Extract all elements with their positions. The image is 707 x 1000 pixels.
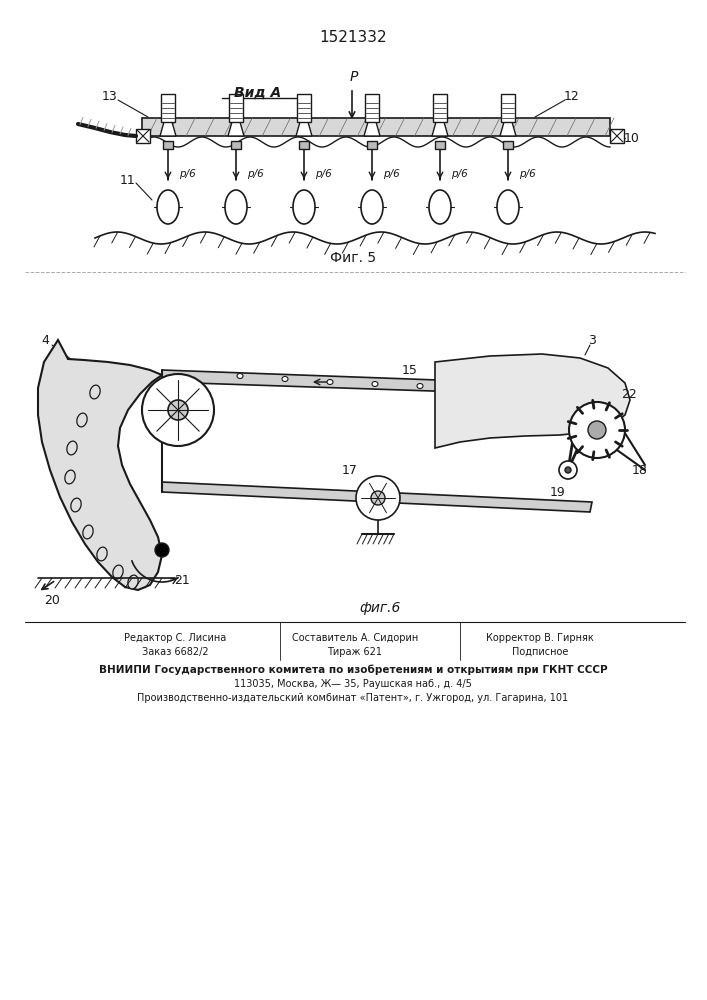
Text: Корректор В. Гирняк: Корректор В. Гирняк	[486, 633, 594, 643]
Ellipse shape	[83, 525, 93, 539]
Text: ВНИИПИ Государственного комитета по изобретениям и открытиям при ГКНТ СССР: ВНИИПИ Государственного комитета по изоб…	[99, 665, 607, 675]
Bar	[299, 141, 309, 149]
Bar	[161, 94, 175, 122]
Circle shape	[371, 491, 385, 505]
Ellipse shape	[65, 470, 75, 484]
Bar	[136, 129, 150, 143]
Ellipse shape	[497, 190, 519, 224]
Ellipse shape	[417, 383, 423, 388]
Polygon shape	[162, 370, 582, 396]
Text: 19: 19	[550, 486, 566, 498]
Ellipse shape	[429, 190, 451, 224]
Text: p/6: p/6	[383, 169, 399, 179]
Text: 10: 10	[624, 131, 640, 144]
Polygon shape	[160, 122, 176, 136]
Circle shape	[155, 543, 169, 557]
Ellipse shape	[77, 413, 87, 427]
Polygon shape	[435, 354, 630, 448]
Text: 16: 16	[382, 502, 398, 514]
Ellipse shape	[237, 373, 243, 378]
Polygon shape	[38, 340, 162, 590]
Bar	[142, 118, 610, 136]
Circle shape	[356, 476, 400, 520]
Bar	[229, 94, 243, 122]
Text: Составитель А. Сидорин: Составитель А. Сидорин	[292, 633, 418, 643]
Text: Редактор С. Лисина: Редактор С. Лисина	[124, 633, 226, 643]
Bar	[610, 129, 624, 143]
Polygon shape	[432, 122, 448, 136]
Text: Заказ 6682/2: Заказ 6682/2	[141, 647, 209, 657]
Polygon shape	[364, 122, 380, 136]
Ellipse shape	[67, 441, 77, 455]
Bar	[501, 94, 515, 122]
Bar	[365, 94, 379, 122]
Text: 12: 12	[564, 91, 580, 104]
Text: 15: 15	[402, 363, 418, 376]
Text: P: P	[350, 70, 358, 84]
Text: 17: 17	[342, 464, 358, 477]
Text: p/6: p/6	[315, 169, 332, 179]
Text: 20: 20	[44, 593, 60, 606]
Ellipse shape	[90, 385, 100, 399]
Text: Вид A: Вид A	[235, 86, 281, 100]
Text: Подписное: Подписное	[512, 647, 568, 657]
Bar	[433, 94, 447, 122]
Polygon shape	[500, 122, 516, 136]
Ellipse shape	[372, 381, 378, 386]
Text: 13: 13	[102, 91, 118, 104]
Ellipse shape	[282, 376, 288, 381]
Circle shape	[559, 461, 577, 479]
Text: Фиг. 5: Фиг. 5	[330, 251, 376, 265]
Text: 1521332: 1521332	[319, 30, 387, 45]
Text: 11: 11	[120, 174, 136, 186]
Text: 18: 18	[632, 464, 648, 477]
Bar	[297, 94, 311, 122]
Text: фиг.6: фиг.6	[359, 601, 401, 615]
Text: 113035, Москва, Ж— 35, Раушская наб., д. 4/5: 113035, Москва, Ж— 35, Раушская наб., д.…	[234, 679, 472, 689]
Bar	[503, 141, 513, 149]
Text: 4: 4	[41, 334, 49, 347]
Text: 3: 3	[588, 334, 596, 347]
Text: 22: 22	[621, 388, 637, 401]
Polygon shape	[296, 122, 312, 136]
Text: 21: 21	[174, 574, 190, 586]
Bar	[163, 141, 173, 149]
Polygon shape	[162, 482, 592, 512]
Polygon shape	[228, 122, 244, 136]
Circle shape	[588, 421, 606, 439]
Bar	[367, 141, 377, 149]
Circle shape	[142, 374, 214, 446]
Text: Производственно-издательский комбинат «Патент», г. Ужгород, ул. Гагарина, 101: Производственно-издательский комбинат «П…	[137, 693, 568, 703]
Ellipse shape	[71, 498, 81, 512]
Text: p/6: p/6	[451, 169, 468, 179]
Text: p/6: p/6	[247, 169, 264, 179]
Ellipse shape	[97, 547, 107, 561]
Ellipse shape	[361, 190, 383, 224]
Ellipse shape	[225, 190, 247, 224]
Circle shape	[168, 400, 188, 420]
Bar	[435, 141, 445, 149]
Text: p/6: p/6	[179, 169, 196, 179]
Ellipse shape	[327, 379, 333, 384]
Ellipse shape	[128, 575, 138, 589]
Bar	[231, 141, 241, 149]
Ellipse shape	[113, 565, 123, 579]
Text: p/6: p/6	[519, 169, 536, 179]
Ellipse shape	[157, 190, 179, 224]
Ellipse shape	[293, 190, 315, 224]
Circle shape	[569, 402, 625, 458]
Circle shape	[565, 467, 571, 473]
Text: Тираж 621: Тираж 621	[327, 647, 382, 657]
